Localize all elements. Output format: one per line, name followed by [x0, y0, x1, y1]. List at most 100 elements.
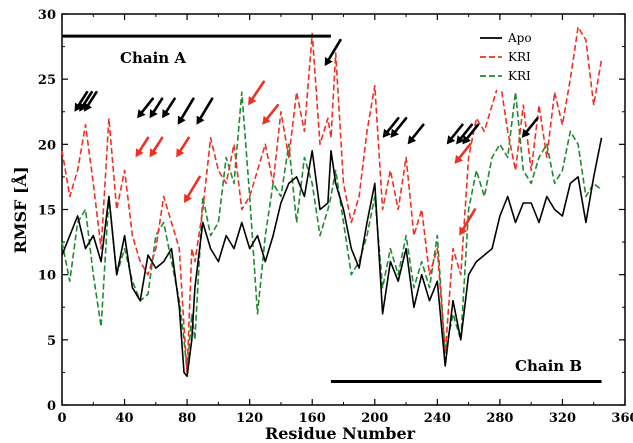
red-arrow [135, 136, 150, 158]
arrow-head [196, 115, 205, 125]
arrow-shaft [82, 90, 94, 107]
y-tick-label: 5 [47, 334, 56, 349]
axes-frame [61, 13, 626, 406]
chain-b-label: Chain B [515, 357, 582, 375]
y-axis-title: RMSF [Å] [9, 166, 30, 253]
arrow-head [137, 109, 146, 119]
arrow-head [83, 102, 92, 112]
arrow-shaft [186, 175, 201, 198]
arrow-head [135, 148, 144, 158]
red-arrow [183, 175, 201, 203]
x-tick-label: 320 [549, 411, 576, 426]
red-arrow [454, 143, 472, 164]
arrow-shaft [180, 97, 195, 120]
black-arrow [137, 97, 155, 119]
x-tick-label: 40 [116, 411, 134, 426]
arrow-shaft [386, 116, 400, 133]
arrow-shaft [140, 97, 155, 114]
arrow-shaft [152, 97, 164, 113]
arrow-head [262, 115, 271, 125]
arrow-head [162, 109, 171, 119]
y-tick-label: 20 [38, 138, 56, 153]
arrow-shaft [165, 97, 176, 113]
y-tick-label: 30 [38, 8, 56, 23]
arrow-shaft [525, 116, 539, 133]
arrow-head [454, 154, 464, 164]
arrow-head [459, 226, 468, 236]
arrow-head [462, 135, 471, 145]
arrow-shaft [411, 123, 425, 140]
svg-text:Chain A: Chain A [120, 49, 186, 67]
arrow-shaft [394, 116, 408, 133]
black-arrow [177, 97, 195, 125]
x-tick-label: 200 [361, 411, 388, 426]
arrow-head [149, 109, 158, 119]
black-arrow [149, 97, 164, 119]
arrow-shaft [458, 143, 472, 159]
black-arrow [382, 116, 400, 138]
arrow-head [324, 56, 333, 67]
arrow-head [177, 115, 186, 125]
arrow-head [248, 96, 257, 106]
arrow-shaft [86, 90, 98, 107]
black-arrow [74, 90, 89, 112]
black-arrow [521, 116, 539, 138]
chain-a-label: Chain A [120, 49, 186, 67]
arrow-shaft [466, 123, 480, 140]
kri-green-line [61, 91, 603, 374]
svg-text:Chain B: Chain B [515, 357, 582, 375]
black-arrow [456, 123, 474, 145]
arrow-head [74, 102, 83, 112]
legend-label-kri-green: KRI [508, 69, 531, 83]
legend: Apo KRI KRI [470, 28, 560, 90]
x-axis-title: Residue Number [265, 424, 416, 443]
arrow-shaft [327, 38, 342, 61]
arrow-head [183, 193, 192, 203]
red-arrow [149, 136, 164, 158]
arrow-head [176, 148, 185, 158]
black-arrow [196, 97, 214, 125]
arrow-head [390, 128, 399, 138]
y-tick-label: 0 [47, 399, 56, 414]
arrow-shaft [77, 90, 89, 107]
black-arrow [462, 123, 480, 145]
x-tick-label: 240 [424, 411, 451, 426]
x-tick-label: 160 [299, 411, 326, 426]
kri-red-line [61, 26, 603, 374]
arrow-shaft [459, 123, 474, 140]
legend-label-kri-red: KRI [508, 50, 531, 64]
x-tick-label: 120 [236, 411, 263, 426]
arrow-shaft [179, 136, 190, 152]
y-tick-label: 10 [38, 269, 56, 284]
x-tick-label: 280 [486, 411, 513, 426]
arrow-head [149, 148, 158, 158]
black-arrow [83, 90, 98, 112]
arrow-shaft [462, 208, 477, 231]
x-tick-label: 0 [57, 411, 66, 426]
red-arrow [248, 80, 266, 106]
arrow-head [446, 135, 456, 145]
arrow-shaft [265, 103, 280, 120]
arrow-head [521, 128, 531, 138]
annotations [62, 34, 602, 384]
arrow-head [79, 102, 88, 112]
y-tick-label: 15 [38, 204, 56, 219]
black-arrow [162, 97, 176, 119]
plot-series [61, 26, 603, 378]
arrow-shaft [152, 136, 164, 152]
arrow-shaft [199, 97, 214, 120]
black-arrow [79, 90, 94, 112]
red-arrow [262, 103, 280, 125]
arrow-head [456, 135, 465, 145]
arrow-head [407, 135, 417, 145]
arrow-shaft [251, 80, 266, 100]
arrow-shaft [138, 136, 150, 152]
legend-label-apo: Apo [507, 31, 532, 45]
x-tick-label: 360 [611, 411, 633, 426]
arrow-shaft [450, 123, 464, 140]
tick-labels: 0 40 80 120 160 200 240 280 320 360 0 5 10 15 20 25 30 [38, 8, 633, 426]
black-arrow [446, 123, 464, 145]
black-arrow [324, 38, 342, 67]
y-tick-label: 25 [38, 73, 56, 88]
